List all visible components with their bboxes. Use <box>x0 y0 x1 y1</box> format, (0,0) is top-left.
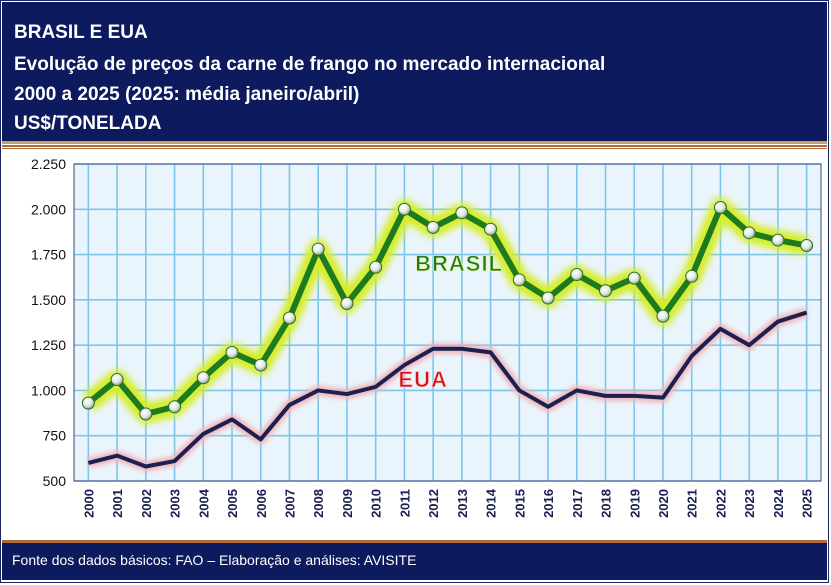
line-chart: 500 750 1.000 1.250 1.500 1.750 2.000 2.250 2000… <box>31 156 822 518</box>
y-tick-label: 1.500 <box>31 292 66 308</box>
source-note: Fonte dos dados básicos: FAO – Elaboraçã… <box>12 552 417 568</box>
x-tick-label: 2001 <box>110 489 125 518</box>
header-period: 2000 a 2025 (2025: média janeiro/abril) <box>14 84 360 105</box>
y-tick-label: 750 <box>43 428 67 444</box>
x-tick-label: 2019 <box>627 489 642 518</box>
brasil-point <box>369 260 383 274</box>
brasil-point <box>225 345 239 359</box>
x-tick-label: 2018 <box>599 489 614 518</box>
y-tick-label: 2.000 <box>31 201 66 217</box>
x-tick-label: 2020 <box>656 489 671 518</box>
y-tick-label: 1.750 <box>31 247 66 263</box>
x-tick-label: 2003 <box>168 489 183 518</box>
brasil-point <box>742 226 756 240</box>
x-tick-label: 2024 <box>771 488 786 518</box>
x-tick-label: 2015 <box>512 489 527 518</box>
x-tick-label: 2014 <box>484 488 499 518</box>
y-tick-label: 2.250 <box>31 156 66 172</box>
brasil-point <box>282 311 296 325</box>
x-tick-label: 2004 <box>196 488 211 518</box>
y-tick-label: 500 <box>43 473 67 489</box>
x-tick-label: 2017 <box>570 489 585 518</box>
brasil-series-label: BRASIL <box>415 251 503 276</box>
brasil-point <box>800 239 814 253</box>
brasil-point <box>455 206 469 220</box>
brasil-point <box>168 400 182 414</box>
x-tick-label: 2013 <box>455 489 470 518</box>
x-tick-label: 2009 <box>340 489 355 518</box>
header-stripe <box>2 144 827 149</box>
brasil-point <box>570 267 584 281</box>
brasil-point <box>599 284 613 298</box>
eua-series-line <box>87 310 808 469</box>
brasil-point <box>426 220 440 234</box>
x-tick-label: 2012 <box>426 489 441 518</box>
x-tick-label: 2023 <box>742 489 757 518</box>
x-tick-label: 2008 <box>311 489 326 518</box>
brasil-point <box>196 371 210 385</box>
brasil-point <box>81 396 95 410</box>
brasil-point <box>512 273 526 287</box>
eua-series-label: EUA <box>398 367 447 392</box>
brasil-point <box>311 242 325 256</box>
brasil-point <box>110 373 124 387</box>
brasil-point <box>713 200 727 214</box>
x-tick-label: 2021 <box>685 489 700 518</box>
header-title: BRASIL E EUA <box>14 22 148 43</box>
x-tick-label: 2006 <box>254 489 269 518</box>
x-tick-label: 2000 <box>81 489 96 518</box>
header-subtitle: Evolução de preços da carne de frango no… <box>14 54 606 75</box>
y-tick-label: 1.250 <box>31 337 66 353</box>
x-tick-label: 2007 <box>282 489 297 518</box>
brasil-point <box>656 309 670 323</box>
brasil-point <box>397 202 411 216</box>
brasil-point <box>541 291 555 305</box>
x-tick-label: 2016 <box>541 489 556 518</box>
brasil-point <box>484 222 498 236</box>
y-tick-label: 1.000 <box>31 382 66 398</box>
header-unit: US$/TONELADA <box>14 113 162 134</box>
brasil-point <box>627 271 641 285</box>
x-tick-label: 2002 <box>139 489 154 518</box>
brasil-point <box>685 269 699 283</box>
brasil-point <box>340 296 354 310</box>
x-tick-label: 2025 <box>800 489 815 518</box>
brasil-point <box>771 233 785 247</box>
brasil-point <box>139 407 153 421</box>
plot-border <box>73 163 822 482</box>
x-tick-label: 2010 <box>369 489 384 518</box>
chart-footer: Fonte dos dados básicos: FAO – Elaboraçã… <box>2 540 827 580</box>
brasil-point <box>254 358 268 372</box>
x-tick-label: 2022 <box>713 489 728 518</box>
chart-header: BRASIL E EUA Evolução de preços da carne… <box>2 2 827 144</box>
x-tick-label: 2005 <box>225 489 240 518</box>
x-tick-label: 2011 <box>397 489 412 517</box>
